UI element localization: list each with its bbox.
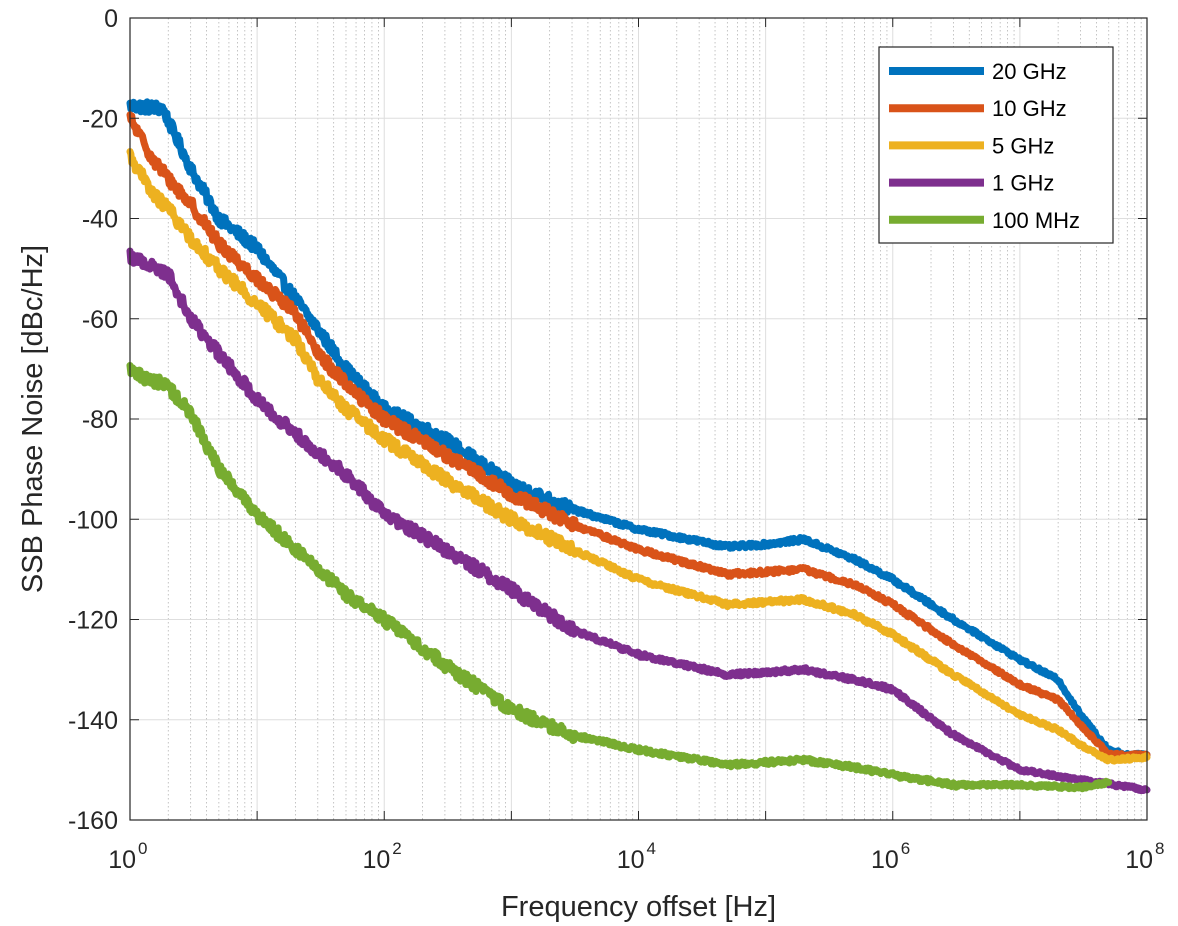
- x-tick-label: 10 0: [108, 839, 147, 874]
- x-tick-label-exponent: 2: [392, 839, 401, 858]
- x-tick-label-exponent: 0: [138, 839, 147, 858]
- legend: 20 GHz 10 GHz 5 GHz 1 GHz 100 MHz: [878, 46, 1114, 244]
- y-tick-label: -80: [82, 406, 118, 434]
- x-tick-label: 10 8: [1125, 839, 1164, 874]
- legend-label: 5 GHz: [992, 133, 1054, 158]
- y-tick-label: -120: [68, 607, 118, 635]
- series-line-0: [126, 98, 1151, 761]
- axis-ticks: [129, 17, 1148, 821]
- legend-label: 10 GHz: [992, 96, 1067, 121]
- y-tick-label: -160: [68, 807, 118, 835]
- x-tick-label-exponent: 4: [647, 839, 656, 858]
- series-line-3: [126, 247, 1151, 794]
- x-axis-title: Frequency offset [Hz]: [501, 891, 776, 923]
- x-tick-label-base: 10: [617, 846, 645, 874]
- x-tick-label: 10 6: [871, 839, 910, 874]
- x-tick-label-base: 10: [108, 846, 136, 874]
- x-tick-labels: 10 0 10 2 10 4 10 6 10 8: [108, 839, 1164, 874]
- y-tick-label: -20: [82, 105, 118, 133]
- y-tick-labels: 0 -20 -40 -60 -80 -100 -120 -140 -160: [68, 5, 118, 835]
- x-tick-label: 10 4: [617, 839, 656, 874]
- x-tick-label-exponent: 6: [901, 839, 910, 858]
- y-tick-label: -40: [82, 206, 118, 234]
- y-tick-label: -60: [82, 306, 118, 334]
- y-tick-label: 0: [104, 5, 118, 33]
- x-tick-label-base: 10: [1125, 846, 1153, 874]
- y-tick-label: -100: [68, 506, 118, 534]
- series-line-4: [126, 362, 1113, 793]
- x-tick-label-base: 10: [871, 846, 899, 874]
- x-tick-label-base: 10: [362, 846, 390, 874]
- legend-label: 1 GHz: [992, 171, 1054, 196]
- legend-label: 20 GHz: [992, 59, 1067, 84]
- series-line-1: [126, 111, 1151, 760]
- x-tick-label: 10 2: [362, 839, 401, 874]
- legend-label: 100 MHz: [992, 208, 1080, 233]
- y-axis-title: SSB Phase Noise [dBc/Hz]: [17, 245, 49, 593]
- series-line-2: [126, 148, 1151, 765]
- series-layer: [126, 98, 1151, 794]
- x-tick-label-exponent: 8: [1155, 839, 1164, 858]
- y-tick-label: -140: [68, 707, 118, 735]
